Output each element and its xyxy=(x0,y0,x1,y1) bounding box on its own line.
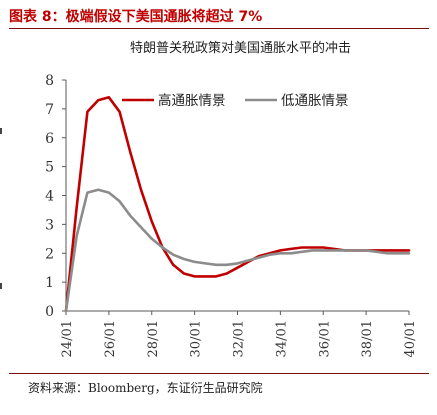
x-tick-label: 24/01 xyxy=(60,320,75,357)
x-tick-label: 26/01 xyxy=(103,320,118,357)
y-tick-label: 3 xyxy=(45,217,54,233)
x-tick-label: 38/01 xyxy=(360,320,375,357)
chart-title: 特朗普关税政策对美国通胀水平的冲击 xyxy=(130,41,352,56)
source-note: 资料来源：Bloomberg，东证衍生品研究院 xyxy=(28,381,263,395)
margin-mark-top xyxy=(0,128,2,134)
x-tick-label: 36/01 xyxy=(317,320,332,357)
figure-title: 图表 8：极端假设下美国通胀将超过 7% xyxy=(9,9,263,25)
y-tick-label: 5 xyxy=(45,160,54,176)
margin-mark-bottom xyxy=(0,283,2,289)
y-tick-label: 6 xyxy=(45,131,54,147)
y-tick-label: 4 xyxy=(45,189,54,205)
title-rule xyxy=(9,28,429,29)
x-tick-label: 40/01 xyxy=(403,320,418,357)
y-tick-label: 0 xyxy=(45,304,54,320)
x-tick-label: 32/01 xyxy=(232,320,247,357)
series-line-low-inflation xyxy=(64,188,411,313)
legend-label-high: 高通胀情景 xyxy=(158,92,226,109)
y-tick-label: 1 xyxy=(45,275,54,291)
x-tick-label: 30/01 xyxy=(189,320,204,357)
x-tick-label: 34/01 xyxy=(274,320,289,357)
series-line-high-inflation xyxy=(64,96,411,313)
source-rule xyxy=(9,373,429,374)
y-tick-label: 2 xyxy=(45,246,54,262)
x-tick-label: 28/01 xyxy=(146,320,161,357)
y-tick-label: 8 xyxy=(45,73,54,89)
legend-label-low: 低通胀情景 xyxy=(281,93,349,109)
y-tick-label: 7 xyxy=(45,102,54,118)
